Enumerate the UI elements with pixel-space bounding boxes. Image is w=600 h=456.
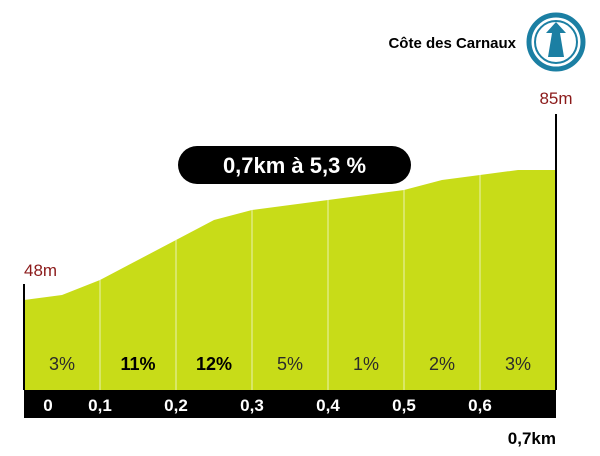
end-altitude-label: 85m (539, 89, 572, 108)
distance-tick-labels: 0 0,1 0,2 0,3 0,4 0,5 0,6 (43, 396, 492, 415)
distance-tick-label: 0,4 (316, 396, 340, 415)
segment-gradient-label: 2% (429, 354, 455, 374)
distance-tick-label: 0,3 (240, 396, 264, 415)
start-altitude-label: 48m (24, 261, 57, 280)
profile-area (24, 170, 556, 390)
distance-tick-label: 0,5 (392, 396, 416, 415)
distance-band (24, 390, 556, 418)
distance-tick-label: 0 (43, 396, 52, 415)
climb-name-label: Côte des Carnaux (388, 35, 516, 52)
distance-tick-label: 0,1 (88, 396, 112, 415)
segment-gradient-label: 3% (49, 354, 75, 374)
segment-gradient-label: 1% (353, 354, 379, 374)
climb-summary-text: 0,7km à 5,3 % (223, 153, 366, 178)
climb-summit-icon (526, 12, 586, 72)
profile-area-layer (24, 170, 556, 390)
segment-dividers (99, 175, 481, 390)
segment-gradient-label: 3% (505, 354, 531, 374)
distance-tick-label: 0,2 (164, 396, 188, 415)
segment-gradient-label: 11% (120, 354, 155, 374)
gradient-labels: 3% 11% 12% 5% 1% 2% 3% (49, 354, 531, 374)
distance-tick-label: 0,6 (468, 396, 492, 415)
end-distance-label: 0,7km (508, 429, 556, 448)
segment-gradient-label: 12% (196, 354, 232, 374)
segment-gradient-label: 5% (277, 354, 303, 374)
climb-summary-pill: 0,7km à 5,3 % (178, 146, 411, 184)
